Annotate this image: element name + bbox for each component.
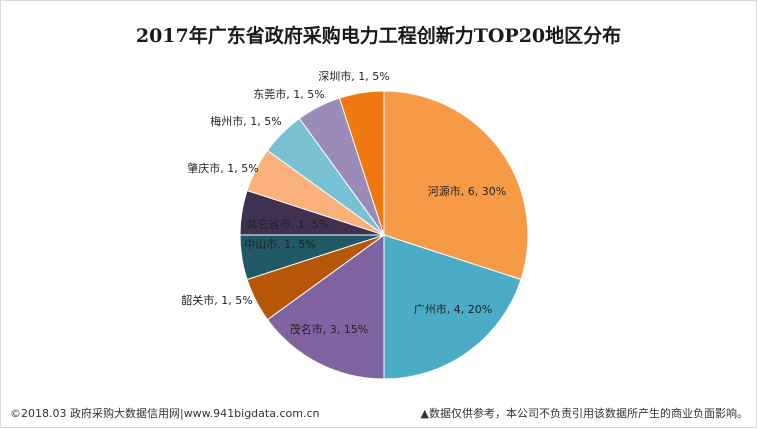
slice-label: 梅州市, 1, 5% [210, 114, 281, 128]
slice-label: 肇庆市, 1, 5% [187, 161, 258, 175]
slice-label: 深圳市, 1, 5% [318, 69, 389, 83]
pie-slice [383, 234, 522, 380]
slice-label: 其它省市, 1, 5% [247, 217, 329, 231]
pie-slice [266, 234, 385, 380]
pie-slice [338, 90, 385, 236]
slice-label: 广州市, 4, 20% [414, 302, 492, 316]
slice-label: 中山市, 1, 5% [244, 237, 315, 251]
footer-source: ©2018.03 政府采购大数据信用网|www.941bigdata.com.c… [10, 407, 320, 420]
slice-label: 茂名市, 3, 15% [290, 322, 368, 336]
chart-title: 2017年广东省政府采购电力工程创新力TOP20地区分布 [135, 25, 622, 47]
pie-slice [383, 90, 529, 281]
slice-label: 东莞市, 1, 5% [253, 87, 324, 101]
slice-label: 河源市, 6, 30% [428, 184, 506, 198]
slice-label: 韶关市, 1, 5% [181, 293, 252, 307]
footer-disclaimer: ▲数据仅供参考，本公司不负责引用该数据所产生的商业负面影响。 [420, 407, 748, 420]
